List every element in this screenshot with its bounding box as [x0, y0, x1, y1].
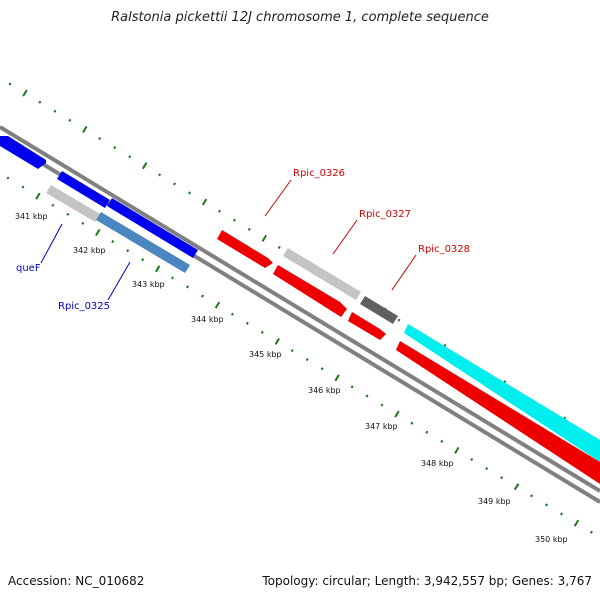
tick-label: 348 kbp	[421, 459, 454, 468]
inner-ruler-minor-tick	[141, 258, 145, 262]
inner-ruler-minor-tick	[500, 476, 504, 480]
inner-ruler-minor-tick	[530, 494, 534, 498]
tick-label: 346 kbp	[308, 386, 341, 395]
inner-ruler-minor-tick	[589, 530, 593, 534]
inner-ruler-minor-tick	[440, 439, 444, 443]
inner-ruler-minor-tick	[21, 185, 25, 189]
accession-text: Accession: NC_010682	[8, 574, 145, 588]
inner-ruler-minor-tick	[171, 276, 175, 280]
outer-ruler-minor-tick	[247, 227, 251, 231]
tick-label: 345 kbp	[249, 350, 282, 359]
inner-ruler-minor-tick	[186, 285, 189, 289]
inner-ruler-minor-tick	[290, 348, 294, 353]
outer-ruler-minor-tick	[38, 100, 42, 104]
inner-ruler-minor-tick	[111, 240, 115, 244]
inner-ruler-minor-tick	[425, 430, 429, 434]
inner-ruler-minor-tick	[126, 249, 130, 253]
gene-quef[interactable]	[46, 185, 100, 222]
outer-ruler-minor-tick	[8, 82, 12, 86]
label-leader-quef	[40, 223, 63, 264]
outer-ruler-major-tick	[82, 125, 88, 133]
inner-ruler-minor-tick	[51, 203, 55, 207]
label-leader-rpic-0327	[332, 219, 358, 255]
topology-summary-text: Topology: circular; Length: 3,942,557 bp…	[262, 574, 592, 588]
gene-arrow-red-2[interactable]	[273, 265, 347, 317]
outer-ruler-minor-tick	[173, 182, 177, 186]
gene-arrow-blue-1[interactable]	[57, 171, 110, 208]
gene-arrow-blue-2[interactable]	[107, 198, 198, 258]
inner-ruler-major-tick	[95, 228, 101, 237]
outer-ruler-minor-tick	[53, 109, 57, 113]
backbone-line-outer	[0, 125, 600, 493]
label-leader-rpic-0328	[391, 254, 417, 291]
gene-rpic-0328[interactable]	[360, 296, 398, 324]
tick-label: 342 kbp	[73, 246, 106, 255]
gene-rpic-0326[interactable]	[217, 230, 273, 268]
inner-ruler-major-tick	[334, 374, 340, 382]
outer-ruler-major-tick	[22, 89, 28, 97]
inner-ruler-minor-tick	[365, 394, 369, 398]
gene-label-rpic-0326[interactable]: Rpic_0326	[293, 168, 345, 179]
gene-arrow-red-long[interactable]	[396, 341, 600, 484]
inner-ruler-major-tick	[35, 192, 41, 200]
inner-ruler-minor-tick	[380, 403, 384, 407]
map-title: Ralstonia pickettii 12J chromosome 1, co…	[111, 10, 489, 25]
gene-label-quef[interactable]: queF	[16, 263, 41, 274]
tick-labels: 341 kbp 342 kbp 343 kbp 344 kbp 345 kbp 346 k…	[15, 212, 568, 544]
tick-label: 344 kbp	[191, 315, 224, 324]
outer-ruler-minor-tick	[98, 136, 102, 141]
inner-ruler-minor-tick	[230, 312, 234, 316]
outer-ruler-minor-tick	[188, 191, 191, 195]
inner-ruler-minor-tick	[201, 294, 204, 298]
inner-ruler-minor-tick	[470, 457, 474, 462]
label-leader-rpic-0325	[107, 261, 131, 301]
tick-label: 341 kbp	[15, 212, 48, 221]
tick-label: 350 kbp	[535, 535, 568, 544]
gene-rpic-0325[interactable]	[96, 212, 190, 273]
outer-ruler-major-tick	[141, 162, 148, 170]
inner-ruler-major-tick	[573, 519, 580, 527]
gene-arrow-red-3[interactable]	[348, 312, 386, 340]
inner-ruler-minor-tick	[410, 421, 414, 425]
gene-label-rpic-0328[interactable]: Rpic_0328	[418, 244, 470, 255]
outer-ruler-minor-tick	[232, 218, 236, 222]
inner-ruler-major-tick	[214, 301, 221, 309]
outer-ruler-minor-tick	[397, 318, 401, 322]
inner-ruler-major-tick	[513, 483, 520, 491]
inner-ruler-minor-tick	[66, 212, 70, 216]
outer-ruler-major-tick	[261, 234, 267, 242]
outer-ruler-minor-tick	[128, 155, 132, 159]
inner-ruler-major-tick	[454, 446, 460, 454]
inner-ruler-minor-tick	[6, 176, 10, 180]
gene-label-rpic-0325[interactable]: Rpic_0325	[58, 301, 110, 312]
outer-ruler-minor-tick	[277, 245, 281, 249]
tick-label: 343 kbp	[132, 280, 165, 289]
gene-arrow-cyan[interactable]	[404, 324, 600, 462]
outer-ruler-minor-tick	[158, 173, 162, 177]
inner-ruler-minor-tick	[560, 512, 563, 516]
label-leader-rpic-0326	[264, 179, 292, 217]
inner-ruler-minor-tick	[545, 503, 549, 507]
inner-ruler-minor-tick	[305, 358, 309, 362]
inner-ruler-minor-tick	[350, 385, 354, 389]
inner-ruler-major-tick	[154, 265, 161, 273]
gene-arrow-blue-left[interactable]	[0, 136, 46, 169]
inner-ruler-minor-tick	[81, 221, 85, 225]
gene-rpic-0327[interactable]	[283, 248, 361, 300]
inner-tick-ruler	[6, 176, 593, 534]
tick-label: 347 kbp	[365, 422, 398, 431]
gene-label-rpic-0327[interactable]: Rpic_0327	[359, 209, 411, 220]
inner-ruler-minor-tick	[485, 467, 489, 471]
inner-ruler-minor-tick	[320, 367, 324, 371]
tick-label: 349 kbp	[478, 497, 511, 506]
inner-ruler-minor-tick	[260, 330, 264, 334]
outer-ruler-minor-tick	[68, 118, 72, 122]
inner-ruler-minor-tick	[245, 321, 249, 325]
outer-ruler-minor-tick	[113, 146, 117, 150]
outer-ruler-minor-tick	[217, 209, 221, 213]
inner-ruler-major-tick	[274, 337, 280, 345]
inner-ruler-major-tick	[394, 410, 400, 418]
outer-ruler-major-tick	[201, 198, 208, 206]
